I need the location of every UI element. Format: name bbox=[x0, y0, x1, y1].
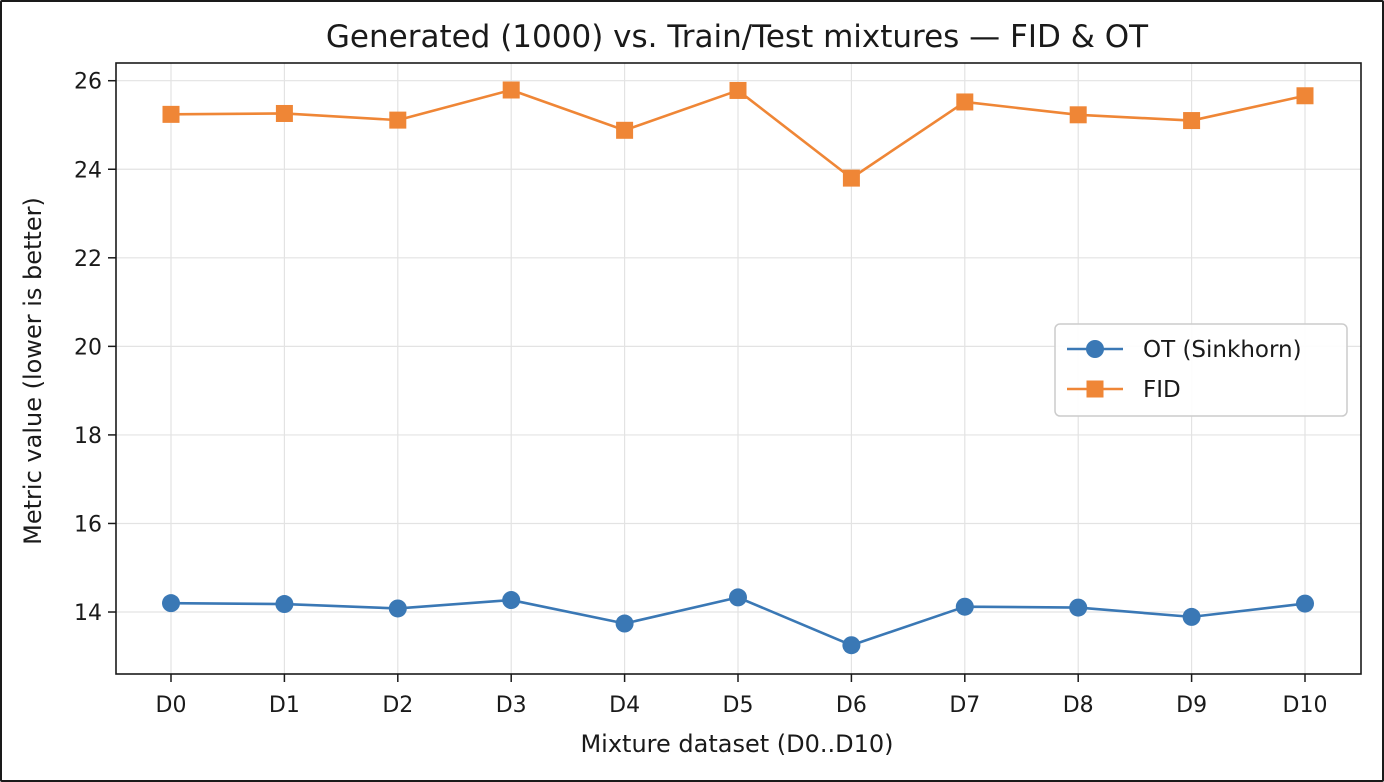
y-tick-label: 20 bbox=[74, 335, 102, 360]
y-tick-label: 22 bbox=[74, 247, 102, 272]
data-point bbox=[955, 597, 974, 616]
data-point bbox=[275, 104, 293, 122]
data-point bbox=[389, 111, 407, 129]
data-point bbox=[1296, 594, 1314, 613]
x-tick-label: D3 bbox=[496, 693, 527, 718]
y-tick-label: 26 bbox=[74, 70, 102, 95]
y-tick-label: 18 bbox=[74, 424, 102, 449]
legend: OT (Sinkhorn) FID bbox=[1054, 323, 1348, 417]
x-tick-label: D8 bbox=[1063, 693, 1094, 718]
data-point bbox=[615, 614, 634, 633]
x-axis-label: Mixture dataset (D0..D10) bbox=[580, 730, 893, 758]
legend-box bbox=[1054, 323, 1348, 417]
data-point bbox=[388, 599, 407, 618]
x-tick-label: D1 bbox=[269, 693, 300, 718]
y-tick-label: 16 bbox=[74, 512, 102, 537]
plot-area-border bbox=[115, 62, 1362, 675]
data-point bbox=[1183, 112, 1201, 130]
y-tick-label: 24 bbox=[74, 158, 102, 183]
legend-label: OT (Sinkhorn) bbox=[1143, 337, 1302, 363]
chart-title: Generated (1000) vs. Train/Test mixtures… bbox=[326, 19, 1149, 55]
x-tick-label: D0 bbox=[156, 693, 187, 718]
data-point bbox=[162, 105, 180, 123]
data-point bbox=[1069, 106, 1087, 124]
x-tick-label: D9 bbox=[1176, 693, 1207, 718]
y-axis-label: Metric value (lower is better) bbox=[19, 197, 47, 545]
x-tick-label: D4 bbox=[609, 693, 640, 718]
data-point bbox=[275, 595, 294, 614]
x-tick-label: D6 bbox=[836, 693, 867, 718]
legend-marker bbox=[1086, 340, 1104, 358]
y-tick-label: 14 bbox=[74, 601, 102, 626]
data-point bbox=[1069, 598, 1088, 617]
x-tick-label: D2 bbox=[382, 693, 413, 718]
data-point bbox=[1182, 607, 1201, 626]
data-point bbox=[956, 93, 974, 111]
series-layer bbox=[162, 81, 1314, 655]
x-tick-label: D5 bbox=[723, 693, 754, 718]
data-point bbox=[842, 636, 861, 655]
data-point bbox=[502, 591, 521, 610]
data-point bbox=[729, 81, 747, 99]
legend-marker bbox=[1086, 380, 1104, 398]
data-point bbox=[616, 121, 634, 139]
x-tick-label: D10 bbox=[1283, 693, 1328, 718]
legend-label: FID bbox=[1143, 377, 1181, 403]
data-point bbox=[842, 169, 860, 187]
data-point bbox=[1296, 87, 1314, 105]
axes: D0 D1 D2 D3 D4 D5 D6 D7 D8 D9 D10 14 16 18 20 22 24 26 bbox=[74, 62, 1362, 718]
data-point bbox=[729, 588, 747, 607]
data-point bbox=[502, 81, 520, 99]
data-point bbox=[162, 594, 180, 613]
x-tick-label: D7 bbox=[949, 693, 980, 718]
